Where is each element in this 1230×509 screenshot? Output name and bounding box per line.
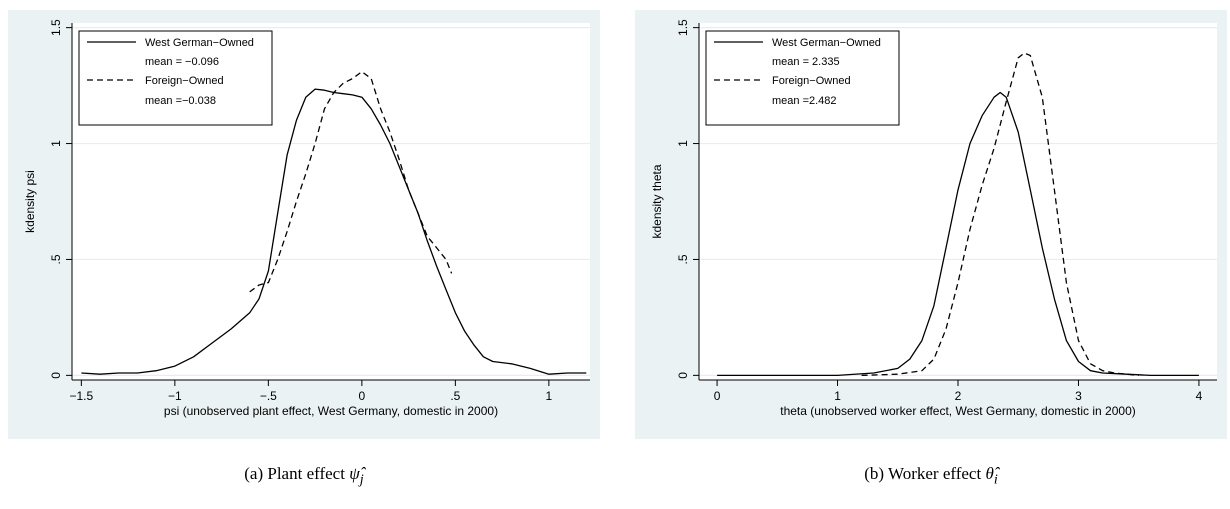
worker-effect-x-axis-label: theta (unobserved worker effect, West Ge… [780,404,1136,418]
worker-effect-legend-entry: mean = 2.335 [772,56,840,68]
plant-effect-x-tick-label: 0 [359,389,366,403]
worker-effect-x-tick-label: 0 [714,389,721,403]
worker-effect-legend-entry: mean =2.482 [772,95,837,107]
plant-effect-chart: 0 .5 1 1.5 −1.5 −1 −.5 0 .5 1 psi (unobserved plan… [8,10,600,439]
caption-a-prefix: (a) Plant effect [244,464,350,483]
caption-plant-effect: (a) Plant effect ψ̂j [8,464,600,488]
worker-effect-x-tick-label: 4 [1196,389,1203,403]
plant-effect-x-tick-label: −1 [168,389,182,403]
worker-effect-legend-entry: West German−Owned [772,37,881,49]
plant-effect-legend-entry: mean = −0.096 [145,56,219,68]
worker-effect-series-line-west-german-owned [717,91,1199,377]
worker-effect-chart-svg: 0 .5 1 1.5 0 1 2 3 4 theta (unobserved worker eff… [635,10,1227,439]
plant-effect-y-axis-label: kdensity psi [23,170,37,233]
plant-effect-legend-entry: Foreign−Owned [145,75,224,87]
plant-effect-chart-svg: 0 .5 1 1.5 −1.5 −1 −.5 0 .5 1 psi (unobserved plan… [8,10,600,439]
caption-b-subscript: i [993,471,998,488]
caption-worker-effect: (b) Worker effect θ̂i [635,464,1227,488]
worker-effect-x-tick-label: 3 [1075,389,1082,403]
worker-effect-legend-entry: Foreign−Owned [772,75,851,87]
plant-effect-y-tick-label: .5 [49,254,63,264]
plant-effect-x-tick-label: −.5 [260,389,277,403]
plant-effect-legend-entry: West German−Owned [145,37,254,49]
worker-effect-y-tick-label: 1.5 [676,19,690,36]
plant-effect-y-tick-label: 1 [49,140,63,147]
worker-effect-x-tick-label: 2 [955,389,962,403]
plant-effect-x-tick-label: −1.5 [69,389,93,403]
plant-effect-x-tick-label: 1 [546,389,553,403]
worker-effect-series-line-foreign-owned [861,52,1139,377]
plant-effect-y-tick-label: 1.5 [49,19,63,36]
plant-effect-series-line-foreign-owned [249,71,453,293]
worker-effect-y-tick-label: .5 [676,254,690,264]
worker-effect-x-tick-label: 1 [834,389,841,403]
plant-effect-legend-box [78,30,273,126]
worker-effect-y-tick-label: 1 [676,140,690,147]
caption-b-symbol: θ̂ [985,464,994,483]
caption-a-symbol: ψ̂ [349,464,360,483]
worker-effect-chart: 0 .5 1 1.5 0 1 2 3 4 theta (unobserved worker eff… [635,10,1227,439]
plant-effect-x-axis-label: psi (unobserved plant effect, West Germa… [164,404,498,418]
worker-effect-legend-box [705,30,900,126]
plant-effect-x-tick-label: .5 [450,389,460,403]
plant-effect-series-line-west-german-owned [81,88,587,375]
caption-b-prefix: (b) Worker effect [864,464,986,483]
worker-effect-y-tick-label: 0 [676,372,690,379]
plant-effect-y-tick-label: 0 [49,372,63,379]
worker-effect-y-axis-label: kdensity theta [650,164,664,238]
caption-a-subscript: j [359,471,364,488]
plant-effect-legend-entry: mean =−0.038 [145,95,216,107]
